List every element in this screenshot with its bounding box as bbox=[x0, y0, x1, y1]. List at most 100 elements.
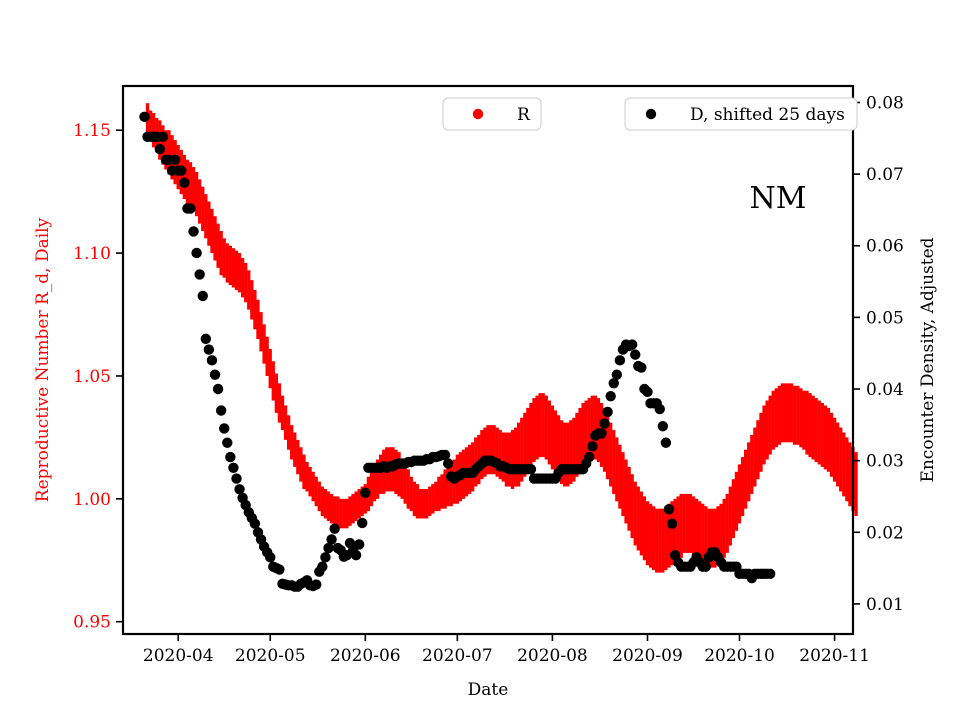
d-point bbox=[764, 568, 776, 580]
d-point bbox=[219, 423, 230, 434]
x-tick-label: 2020-07 bbox=[422, 646, 493, 666]
d-point bbox=[350, 550, 362, 561]
d-point bbox=[157, 131, 169, 143]
d-point bbox=[215, 405, 227, 416]
x-tick-label: 2020-04 bbox=[143, 646, 214, 666]
d-point bbox=[660, 437, 672, 448]
y-right-tick-label: 0.02 bbox=[866, 523, 904, 543]
d-point bbox=[596, 428, 607, 439]
legend-marker-dot bbox=[472, 108, 484, 120]
d-point bbox=[176, 165, 187, 176]
x-tick-label: 2020-06 bbox=[330, 646, 401, 666]
x-tick-label: 2020-11 bbox=[799, 646, 870, 666]
d-point bbox=[222, 437, 233, 448]
legend-label: R bbox=[517, 105, 531, 125]
d-point bbox=[212, 383, 224, 395]
y-left-tick-label: 1.15 bbox=[73, 121, 111, 141]
d-point bbox=[179, 177, 190, 188]
d-point bbox=[357, 517, 368, 529]
d-point bbox=[154, 143, 166, 155]
x-tick-label: 2020-08 bbox=[517, 646, 588, 666]
d-point bbox=[657, 421, 669, 432]
d-point bbox=[630, 349, 641, 360]
region-annotation: NM bbox=[750, 181, 807, 216]
d-point bbox=[206, 355, 218, 366]
y-left-tick-label: 0.95 bbox=[73, 613, 111, 633]
d-point bbox=[636, 362, 647, 373]
d-point bbox=[139, 111, 150, 123]
d-point bbox=[188, 226, 199, 237]
d-point bbox=[329, 523, 340, 534]
d-point bbox=[320, 552, 331, 563]
d-point bbox=[234, 484, 245, 495]
d-point bbox=[197, 290, 208, 302]
d-point bbox=[353, 539, 365, 550]
legend: R D, shifted 25 days bbox=[442, 97, 858, 131]
d-point bbox=[700, 561, 711, 572]
d-point bbox=[611, 369, 623, 380]
d-point bbox=[587, 441, 598, 452]
y-left-tick-label: 1.00 bbox=[73, 490, 111, 510]
plot-frame bbox=[121, 84, 855, 636]
legend-box bbox=[624, 97, 858, 131]
d-point bbox=[442, 458, 454, 469]
y-left-tick-label: 1.10 bbox=[73, 244, 111, 264]
d-point bbox=[225, 451, 236, 463]
d-point bbox=[185, 203, 196, 214]
x-tick-label: 2020-09 bbox=[612, 646, 683, 666]
d-point bbox=[608, 378, 619, 389]
d-point bbox=[654, 403, 665, 415]
d-point bbox=[231, 473, 242, 484]
d-point bbox=[249, 518, 261, 529]
d-point bbox=[274, 564, 285, 575]
legend-item-2[interactable]: D, shifted 25 days bbox=[624, 97, 858, 131]
d-point bbox=[584, 451, 595, 463]
d-point bbox=[642, 386, 653, 398]
x-axis-label: Date bbox=[468, 680, 509, 700]
y-right-tick-label: 0.04 bbox=[866, 380, 904, 400]
d-point bbox=[439, 449, 451, 461]
d-point bbox=[194, 269, 205, 280]
d-point bbox=[191, 247, 202, 259]
d-point bbox=[605, 390, 616, 402]
d-point bbox=[169, 154, 181, 165]
series-d-scatter bbox=[139, 111, 776, 592]
y-right-tick-label: 0.05 bbox=[866, 308, 904, 328]
legend-marker-dot bbox=[645, 108, 657, 120]
d-point bbox=[265, 552, 276, 563]
d-point bbox=[311, 579, 322, 590]
d-point bbox=[323, 542, 334, 554]
d-point bbox=[360, 487, 371, 499]
d-point bbox=[209, 369, 221, 380]
d-point bbox=[663, 504, 675, 515]
d-point bbox=[525, 464, 537, 475]
d-point bbox=[326, 534, 337, 545]
d-point bbox=[626, 339, 638, 350]
d-point bbox=[200, 333, 212, 345]
x-tick-label: 2020-10 bbox=[704, 646, 775, 666]
y-right-tick-label: 0.03 bbox=[866, 452, 904, 472]
x-tick-label: 2020-05 bbox=[235, 646, 306, 666]
legend-box bbox=[442, 97, 542, 131]
d-point bbox=[614, 355, 626, 366]
y-right-tick-label: 0.07 bbox=[866, 165, 904, 185]
d-point bbox=[228, 462, 239, 474]
y-right-tick-label: 0.08 bbox=[866, 93, 904, 113]
y-left-tick-label: 1.05 bbox=[73, 367, 111, 387]
data-series-layer bbox=[139, 103, 858, 592]
d-point bbox=[317, 561, 328, 572]
legend-item-1[interactable]: R bbox=[442, 97, 542, 131]
y-right-tick-label: 0.01 bbox=[866, 595, 904, 615]
d-point bbox=[599, 418, 610, 429]
legend-label: D, shifted 25 days bbox=[690, 105, 845, 125]
axis-ticks-layer: 2020-04 2020-05 2020-06 2020-07 2020-08 2020-… bbox=[73, 93, 904, 666]
axes-frame-layer bbox=[121, 84, 855, 636]
y-axis-left-label: Reproductive Number R_d, Daily bbox=[33, 217, 53, 502]
d-point bbox=[666, 518, 678, 529]
y-right-tick-label: 0.06 bbox=[866, 237, 904, 257]
d-point bbox=[602, 406, 613, 418]
d-point bbox=[203, 344, 215, 355]
y-axis-right-label: Encounter Density, Adjusted bbox=[918, 237, 938, 482]
